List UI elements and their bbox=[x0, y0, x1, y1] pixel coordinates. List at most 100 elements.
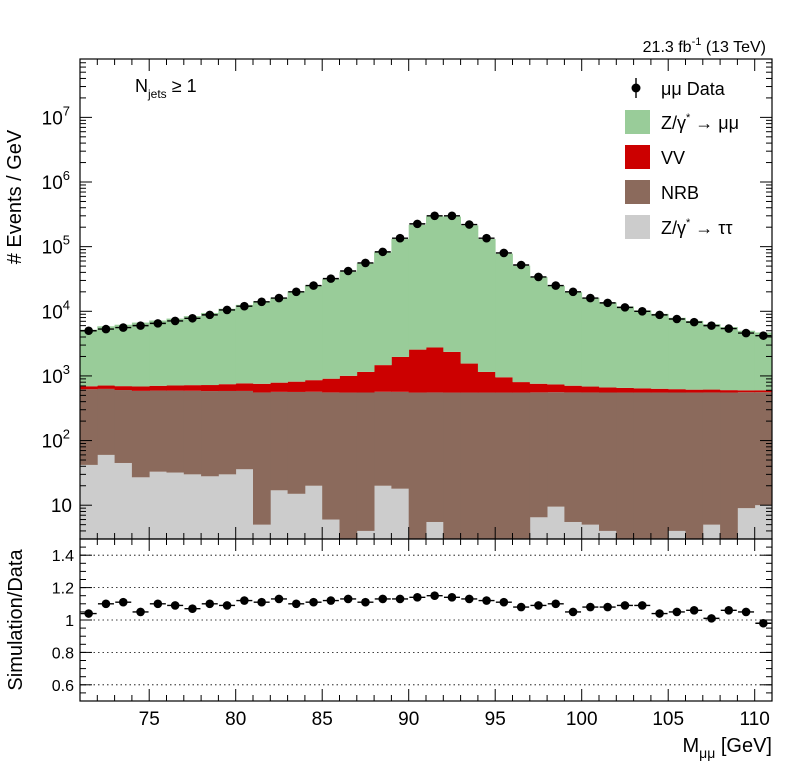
ratio-point bbox=[464, 594, 474, 604]
data-point bbox=[395, 233, 405, 243]
legend-entry-ztt: Z/γ* → ττ bbox=[625, 215, 733, 239]
ratio-point bbox=[430, 591, 439, 600]
ratio-point bbox=[516, 602, 526, 612]
data-point bbox=[309, 281, 318, 290]
data-point bbox=[568, 287, 578, 297]
ratio-point bbox=[291, 599, 301, 609]
stack-bar bbox=[304, 391, 323, 486]
data-point bbox=[516, 260, 526, 270]
stack-bar bbox=[754, 332, 773, 391]
stack-bar bbox=[322, 378, 340, 393]
stack-bar bbox=[374, 365, 392, 392]
stack-bar bbox=[512, 392, 531, 539]
ratio-point bbox=[361, 597, 370, 607]
stack-bar bbox=[304, 380, 323, 392]
stack-bar bbox=[356, 371, 375, 393]
stack-bar bbox=[270, 490, 288, 539]
ratio-point bbox=[101, 599, 111, 609]
stack-series bbox=[80, 347, 773, 393]
stack-bar bbox=[426, 521, 444, 539]
stack-bar bbox=[253, 392, 271, 525]
stack-bar bbox=[599, 387, 617, 393]
ratio-point bbox=[240, 596, 249, 605]
stack-bar bbox=[97, 454, 115, 539]
stack-bar bbox=[599, 392, 617, 531]
stack-bar bbox=[304, 285, 323, 381]
data-point bbox=[741, 328, 751, 338]
luminosity-label: 21.3 fb-1 (13 TeV) bbox=[643, 36, 766, 56]
stack-bar bbox=[668, 389, 686, 393]
stack-bar bbox=[408, 224, 427, 350]
stack-bar bbox=[114, 386, 133, 391]
stack-bar bbox=[685, 392, 704, 539]
legend-label-nrb: NRB bbox=[661, 183, 699, 203]
stack-bar bbox=[477, 371, 496, 393]
data-point bbox=[551, 281, 561, 290]
y-tick-label: 102 bbox=[42, 427, 70, 453]
stack-bar bbox=[668, 530, 686, 539]
stack-bar bbox=[460, 225, 479, 364]
ratio-point bbox=[84, 609, 93, 618]
ratio-point bbox=[586, 602, 595, 612]
stack-bar bbox=[685, 389, 704, 393]
data-point bbox=[188, 313, 197, 323]
stack-bar bbox=[149, 471, 167, 539]
stack-bar bbox=[564, 392, 583, 522]
stack-bar bbox=[149, 320, 167, 386]
x-tick-label: 80 bbox=[225, 709, 246, 730]
stack-bar bbox=[720, 327, 738, 391]
stack-bar bbox=[702, 524, 721, 539]
stack-bar bbox=[339, 271, 358, 376]
stack-bar bbox=[650, 313, 669, 389]
stack-bar bbox=[529, 517, 548, 539]
data-point bbox=[343, 266, 353, 276]
ratio-point bbox=[118, 597, 128, 607]
data-point bbox=[101, 324, 111, 334]
selection-label: Njets ≥ 1 bbox=[135, 76, 197, 101]
x-tick-label: 95 bbox=[485, 709, 506, 730]
stack-bar bbox=[97, 385, 115, 389]
ratio-point bbox=[568, 607, 578, 617]
data-point bbox=[689, 317, 699, 327]
stack-bar bbox=[495, 377, 513, 393]
stack-bar bbox=[650, 392, 669, 539]
data-point bbox=[759, 331, 768, 340]
ratio-point bbox=[343, 594, 353, 604]
stack-bar bbox=[339, 375, 358, 393]
stack-bar bbox=[114, 390, 133, 463]
stack-bar bbox=[97, 326, 115, 386]
stack-bar bbox=[131, 477, 150, 539]
legend-label-zmm: Z/γ* → μμ bbox=[661, 112, 739, 133]
stack-bar bbox=[547, 384, 565, 393]
stack-bar bbox=[460, 363, 479, 393]
ratio-y-tick-label: 1.4 bbox=[52, 548, 74, 565]
legend-entry-data: μμ Data bbox=[631, 78, 726, 99]
stack-bar bbox=[737, 392, 756, 509]
stack-bar bbox=[408, 392, 427, 539]
x-tick-label: 105 bbox=[652, 709, 684, 730]
stack-bar bbox=[218, 390, 237, 475]
ratio-y-tick-label: 1.2 bbox=[52, 581, 74, 598]
stack-bar bbox=[529, 392, 548, 518]
stack-bar bbox=[616, 387, 634, 393]
stack-bar bbox=[287, 493, 306, 539]
stack-bar bbox=[166, 318, 185, 386]
data-point bbox=[205, 310, 215, 320]
stack-bar bbox=[131, 386, 150, 391]
stack-bar bbox=[668, 392, 686, 531]
stack-bar bbox=[599, 530, 617, 539]
stack-bar bbox=[80, 386, 98, 390]
stack-bar bbox=[339, 392, 358, 539]
stack-bar bbox=[304, 485, 323, 539]
stack-bar bbox=[253, 383, 271, 393]
ratio-point bbox=[378, 594, 388, 604]
stack-bar bbox=[702, 392, 721, 525]
ratio-point bbox=[689, 605, 699, 615]
stack-bar bbox=[166, 385, 185, 391]
stack-bar bbox=[737, 390, 756, 393]
data-point bbox=[464, 220, 474, 229]
stack-bar bbox=[495, 392, 513, 539]
stack-bar bbox=[547, 392, 565, 507]
stack-bar bbox=[201, 391, 219, 477]
stack-bar bbox=[235, 383, 254, 391]
